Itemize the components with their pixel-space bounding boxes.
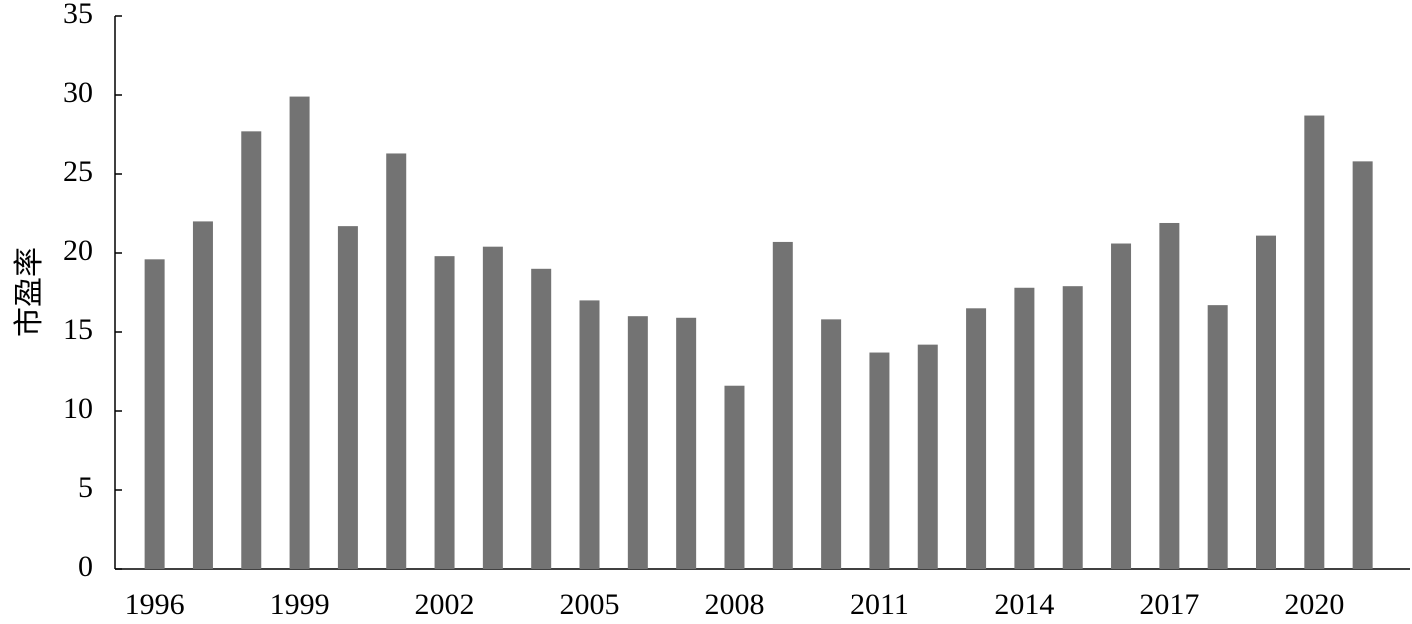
y-tick-label: 25 [63, 155, 93, 188]
bar [434, 256, 455, 569]
x-tick-label: 1999 [270, 588, 330, 619]
bar [531, 268, 552, 569]
bar [1062, 286, 1083, 569]
y-tick-label: 10 [63, 392, 93, 425]
y-tick-label: 0 [78, 550, 93, 583]
bar [579, 300, 600, 569]
x-tick-label: 2005 [560, 588, 620, 619]
bar [772, 241, 793, 569]
bar [724, 385, 745, 569]
x-tick-label: 2011 [850, 588, 909, 619]
y-axis-label: 市盈率 [13, 247, 46, 337]
bar [821, 319, 842, 569]
bar [1159, 222, 1180, 570]
x-tick-label: 2020 [1284, 588, 1344, 619]
bar [676, 317, 697, 569]
x-tick-label: 2008 [704, 588, 764, 619]
bar [1014, 287, 1035, 569]
y-tick-label: 35 [63, 0, 93, 30]
bar [482, 246, 503, 569]
bar [192, 221, 213, 569]
bar [917, 344, 938, 569]
y-tick-label: 5 [78, 471, 93, 504]
bar [869, 352, 890, 569]
bar [337, 226, 358, 569]
x-tick-label: 2002 [415, 588, 475, 619]
bar [386, 153, 407, 569]
bar [1304, 115, 1325, 569]
y-tick-label: 20 [63, 234, 93, 267]
bar [1111, 243, 1132, 569]
y-tick-label: 15 [63, 313, 93, 346]
bar [966, 308, 987, 569]
x-tick-label: 2017 [1139, 588, 1199, 619]
x-tick-label: 1996 [125, 588, 185, 619]
bar [241, 131, 262, 569]
x-tick-label: 2014 [994, 588, 1054, 619]
bar [289, 96, 310, 569]
bar [1207, 305, 1228, 569]
y-tick-label: 30 [63, 76, 93, 109]
bar [144, 259, 165, 569]
bar [1256, 235, 1277, 569]
bar [1352, 161, 1373, 570]
bar [627, 316, 648, 569]
